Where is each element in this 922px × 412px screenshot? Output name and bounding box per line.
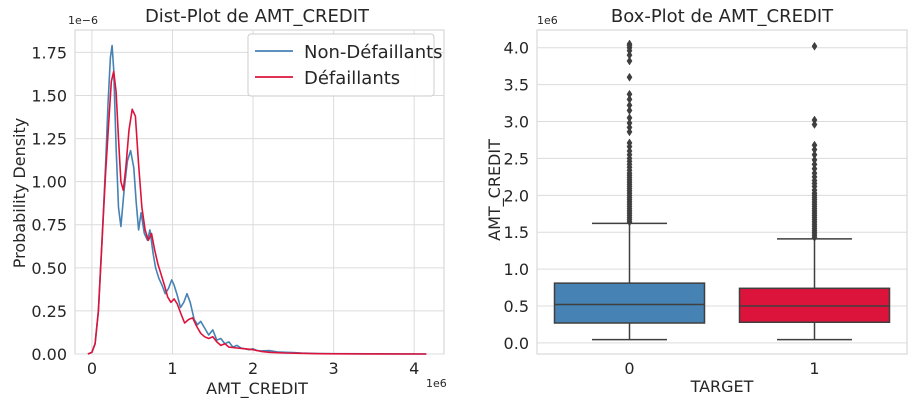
iqr-box: [553, 282, 706, 324]
y-tick-label: 0.75: [31, 216, 67, 235]
dist-plot-legend: Non-Défaillants Défaillants: [247, 33, 443, 97]
dist-plot-panel: 0 1 2 3 4 0.00 0.25 0.50 0.75 1.00 1.25 1.50 1.75 D…: [10, 6, 447, 399]
x-tick-label: 1: [167, 359, 177, 378]
box-plot-title: Box-Plot de AMT_CREDIT: [611, 6, 834, 27]
y-tick-label: 1.75: [31, 43, 67, 62]
y-tick-label: 0.50: [31, 259, 67, 278]
box-target-1: [738, 41, 891, 341]
outlier-point: [626, 100, 633, 110]
y-tick-label: 0.25: [31, 302, 67, 321]
legend-label-non-defaillants: Non-Défaillants: [304, 42, 443, 63]
y-tick-label: 0.5: [504, 297, 529, 316]
dist-plot-y-axis-label: Probability Density: [10, 118, 29, 269]
dist-plot-x-axis-label: AMT_CREDIT: [206, 379, 308, 399]
y-tick-label: 1.50: [31, 86, 67, 105]
x-tick-label: 0: [624, 359, 634, 378]
dist-plot-y-tick-labels: 0.00 0.25 0.50 0.75 1.00 1.25 1.50 1.75: [31, 43, 67, 364]
y-tick-label: 4.0: [504, 39, 529, 58]
outlier-point: [626, 113, 633, 123]
box-plot-y-axis-label: AMT_CREDIT: [485, 139, 505, 241]
outlier-point: [626, 94, 633, 104]
x-tick-label: 2: [248, 359, 258, 378]
series-line-defaillants: [87, 70, 427, 355]
dist-plot-x-tick-labels: 0 1 2 3 4: [87, 359, 419, 378]
y-tick-label: 1.5: [504, 223, 529, 242]
outlier-point: [811, 140, 818, 150]
outlier-point: [626, 118, 633, 128]
legend-label-defaillants: Défaillants: [304, 68, 400, 89]
outlier-point: [626, 39, 633, 49]
outlier-point: [811, 150, 818, 160]
dist-plot-title: Dist-Plot de AMT_CREDIT: [145, 6, 370, 27]
box-plot-x-axis-label: TARGET: [690, 377, 754, 396]
box-plot-y-tick-labels: 0.0 0.5 1.0 1.5 2.0 2.5 3.0 3.5 4.0: [504, 39, 529, 353]
outlier-point: [626, 89, 633, 99]
outlier-point: [626, 105, 633, 115]
y-tick-label: 2.5: [504, 149, 529, 168]
outlier-point: [626, 72, 633, 82]
legend-frame: [247, 33, 435, 97]
outlier-point: [626, 56, 633, 66]
y-tick-label: 0.0: [504, 334, 529, 353]
x-tick-label: 0: [87, 359, 97, 378]
y-tick-label: 1.0: [504, 260, 529, 279]
dist-plot-y-offset-text: 1e−6: [68, 14, 98, 27]
box-target-0: [553, 39, 706, 341]
outlier-point: [811, 155, 818, 165]
y-tick-label: 1.00: [31, 173, 67, 192]
x-tick-label: 1: [809, 359, 819, 378]
y-tick-label: 2.0: [504, 186, 529, 205]
y-tick-label: 0.00: [31, 345, 67, 364]
outlier-point: [626, 138, 633, 148]
x-tick-label: 4: [409, 359, 419, 378]
y-tick-label: 3.0: [504, 113, 529, 132]
dist-plot-x-offset-text: 1e6: [426, 377, 447, 390]
box-plot-boxes: [553, 39, 891, 341]
box-plot-y-offset-text: 1e6: [537, 14, 558, 27]
outlier-point: [811, 41, 818, 51]
x-tick-label: 3: [329, 359, 339, 378]
outlier-point: [811, 115, 818, 125]
dist-plot-lines: [87, 44, 427, 355]
y-tick-label: 3.5: [504, 76, 529, 95]
y-tick-label: 1.25: [31, 130, 67, 149]
